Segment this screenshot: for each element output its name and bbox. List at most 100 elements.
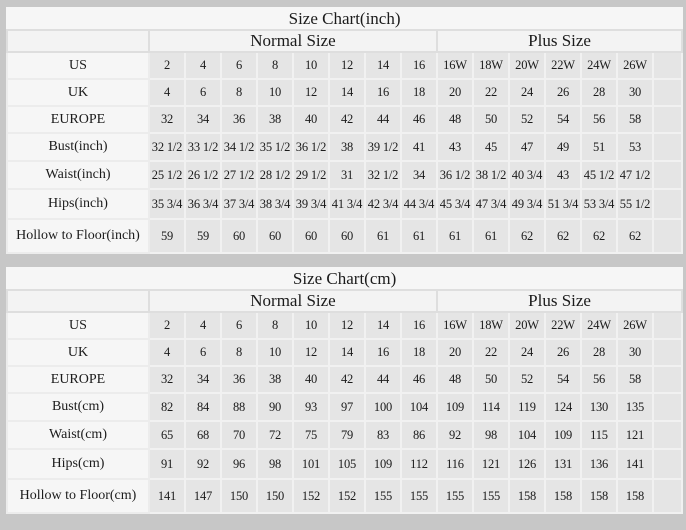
size-value-cell: 114 — [472, 392, 510, 422]
size-value-cell: 52 — [508, 105, 546, 134]
table-title: Size Chart(cm) — [5, 267, 684, 291]
table-row: Bust(cm) 82 84 88 90 93 97 100 104 109 114 119 124 13… — [6, 392, 684, 422]
size-value-cell: 147 — [184, 478, 222, 514]
empty-trailing-cell — [651, 132, 684, 162]
size-value-cell: 39 1/2 — [364, 132, 402, 162]
size-value-cell: 58 — [616, 105, 654, 134]
size-value-cell: 47 — [508, 132, 546, 162]
size-value-cell: 88 — [220, 392, 258, 422]
size-value-cell: 14 — [328, 78, 366, 107]
size-value-cell: 18W — [472, 311, 510, 340]
size-value-cell: 8 — [220, 338, 258, 367]
size-value-cell: 24 — [508, 78, 546, 107]
size-value-cell: 141 — [148, 478, 186, 514]
size-value-cell: 8 — [220, 78, 258, 107]
table-row: Hips(cm) 91 92 96 98 101 105 109 112 116 121 126 131… — [6, 448, 684, 480]
row-label: UK — [6, 78, 150, 107]
size-value-cell: 155 — [364, 478, 402, 514]
empty-trailing-cell — [651, 160, 684, 190]
size-value-cell: 82 — [148, 392, 186, 422]
size-value-cell: 152 — [292, 478, 330, 514]
size-value-cell: 158 — [580, 478, 618, 514]
size-value-cell: 75 — [292, 420, 330, 450]
row-label: Hollow to Floor(inch) — [6, 218, 150, 254]
size-value-cell: 34 — [400, 160, 438, 190]
size-value-cell: 150 — [256, 478, 294, 514]
size-value-cell: 20W — [508, 51, 546, 80]
size-value-cell: 98 — [256, 448, 294, 480]
row-label: EUROPE — [6, 105, 150, 134]
size-value-cell: 141 — [616, 448, 654, 480]
size-value-cell: 4 — [148, 338, 186, 367]
size-value-cell: 28 — [580, 338, 618, 367]
size-value-cell: 50 — [472, 105, 510, 134]
size-value-cell: 42 3/4 — [364, 188, 402, 220]
plus-size-header: Plus Size — [435, 29, 684, 53]
size-value-cell: 29 1/2 — [292, 160, 330, 190]
size-value-cell: 31 — [328, 160, 366, 190]
size-value-cell: 44 — [364, 365, 402, 394]
size-value-cell: 32 1/2 — [364, 160, 402, 190]
normal-size-header: Normal Size — [148, 29, 438, 53]
size-value-cell: 83 — [364, 420, 402, 450]
size-chart-table: Size Chart(cm) Normal Size Plus Size US 2 4 6 8… — [5, 267, 684, 514]
size-value-cell: 121 — [616, 420, 654, 450]
size-value-cell: 79 — [328, 420, 366, 450]
size-value-cell: 96 — [220, 448, 258, 480]
row-label: US — [6, 51, 150, 80]
size-value-cell: 26W — [616, 51, 654, 80]
size-value-cell: 46 — [400, 105, 438, 134]
size-value-cell: 40 3/4 — [508, 160, 546, 190]
size-value-cell: 34 1/2 — [220, 132, 258, 162]
size-value-cell: 49 — [544, 132, 582, 162]
size-value-cell: 54 — [544, 105, 582, 134]
size-value-cell: 38 — [256, 365, 294, 394]
size-value-cell: 92 — [436, 420, 474, 450]
size-value-cell: 28 1/2 — [256, 160, 294, 190]
size-value-cell: 47 1/2 — [616, 160, 654, 190]
empty-trailing-cell — [651, 105, 684, 134]
table-row: Hollow to Floor(cm) 141 147 150 150 152 152 155… — [6, 478, 684, 514]
size-value-cell: 53 3/4 — [580, 188, 618, 220]
size-value-cell: 46 — [400, 365, 438, 394]
size-value-cell: 20 — [436, 338, 474, 367]
size-value-cell: 20 — [436, 78, 474, 107]
size-value-cell: 60 — [256, 218, 294, 254]
size-value-cell: 16W — [436, 51, 474, 80]
plus-size-header: Plus Size — [435, 289, 684, 313]
size-value-cell: 109 — [544, 420, 582, 450]
size-value-cell: 12 — [292, 78, 330, 107]
table-row: Waist(inch) 25 1/2 26 1/2 27 1/2 28 1/2 29 1/… — [6, 160, 684, 190]
size-value-cell: 27 1/2 — [220, 160, 258, 190]
size-value-cell: 42 — [328, 365, 366, 394]
size-value-cell: 41 3/4 — [328, 188, 366, 220]
size-value-cell: 16 — [364, 338, 402, 367]
table-row: Hips(inch) 35 3/4 36 3/4 37 3/4 38 3/4 39 3/4… — [6, 188, 684, 220]
row-label: Waist(cm) — [6, 420, 150, 450]
size-value-cell: 22W — [544, 311, 582, 340]
size-value-cell: 26 — [544, 338, 582, 367]
size-value-cell: 10 — [292, 311, 330, 340]
size-value-cell: 8 — [256, 311, 294, 340]
size-value-cell: 42 — [328, 105, 366, 134]
size-chart-table: Size Chart(inch) Normal Size Plus Size US 2 4… — [5, 7, 684, 254]
size-value-cell: 32 1/2 — [148, 132, 186, 162]
size-value-cell: 59 — [148, 218, 186, 254]
row-label: Hollow to Floor(cm) — [6, 478, 150, 514]
size-value-cell: 101 — [292, 448, 330, 480]
size-value-cell: 121 — [472, 448, 510, 480]
row-label: Waist(inch) — [6, 160, 150, 190]
size-value-cell: 61 — [472, 218, 510, 254]
size-value-cell: 51 — [580, 132, 618, 162]
size-value-cell: 45 1/2 — [580, 160, 618, 190]
size-value-cell: 36 1/2 — [436, 160, 474, 190]
size-value-cell: 36 3/4 — [184, 188, 222, 220]
size-value-cell: 40 — [292, 365, 330, 394]
size-value-cell: 22W — [544, 51, 582, 80]
size-value-cell: 150 — [220, 478, 258, 514]
size-value-cell: 28 — [580, 78, 618, 107]
size-value-cell: 48 — [436, 105, 474, 134]
size-value-cell: 60 — [220, 218, 258, 254]
size-value-cell: 104 — [400, 392, 438, 422]
size-value-cell: 10 — [292, 51, 330, 80]
